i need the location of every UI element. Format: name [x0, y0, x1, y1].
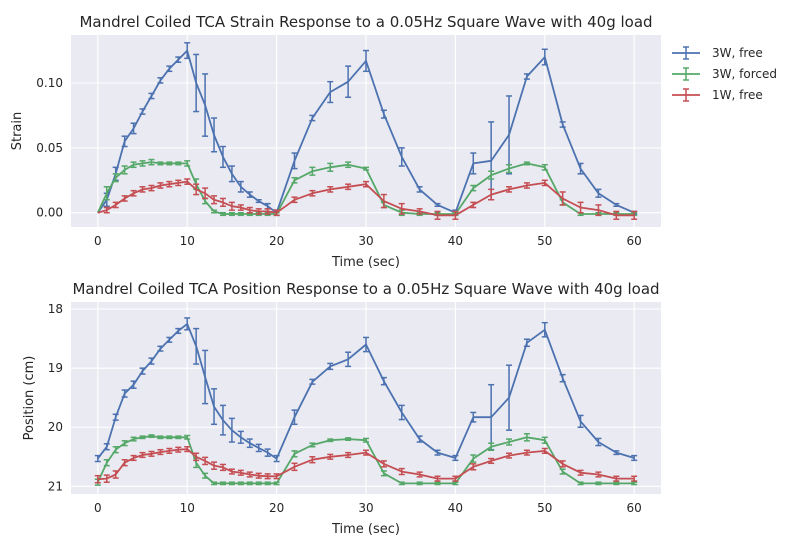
legend-label: 3W, forced — [712, 67, 777, 81]
strain-y-tick-label: 0.05 — [36, 141, 63, 155]
strain-chart-title: Mandrel Coiled TCA Strain Response to a … — [79, 13, 652, 31]
position-x-tick-label: 0 — [94, 501, 102, 515]
position-x-tick-label: 50 — [537, 501, 552, 515]
position-chart: 0 10 20 30 40 50 60 18 19 20 21 Mandrel Coiled TCA … — [22, 280, 661, 537]
position-x-tick-label: 30 — [358, 501, 373, 515]
position-x-tick-label: 60 — [627, 501, 642, 515]
strain-series-1w-free — [97, 178, 638, 220]
position-x-tick-label: 40 — [448, 501, 463, 515]
series-line — [97, 180, 635, 217]
series-line — [97, 448, 635, 481]
strain-y-tick-label: 0.00 — [36, 206, 63, 220]
legend-label: 1W, free — [712, 88, 763, 102]
series-line — [97, 322, 635, 460]
position-x-tick-label: 10 — [180, 501, 195, 515]
position-y-axis-label: Position (cm) — [22, 356, 37, 441]
legend: 3W, free 3W, forced 1W, free — [672, 46, 777, 102]
strain-x-tick-label: 40 — [448, 234, 463, 248]
position-y-tick-label: 20 — [48, 420, 63, 434]
strain-y-tick-label: 0.10 — [36, 76, 63, 90]
strain-x-tick-label: 10 — [180, 234, 195, 248]
strain-x-tick-label: 60 — [627, 234, 642, 248]
strain-chart: 0 10 20 30 40 50 60 0.00 0.05 0.10 Mandrel Coiled … — [10, 13, 661, 270]
position-x-axis-label: Time (sec) — [331, 522, 400, 537]
position-series-1w-free — [94, 445, 638, 484]
legend-item: 3W, free — [672, 46, 763, 60]
strain-x-axis-label: Time (sec) — [331, 255, 400, 270]
position-series-3w-forced — [94, 432, 638, 486]
position-y-tick-label: 19 — [48, 361, 63, 375]
position-y-tick-label: 18 — [48, 302, 63, 316]
strain-x-tick-label: 20 — [269, 234, 284, 248]
strain-x-tick-label: 0 — [94, 234, 102, 248]
legend-label: 3W, free — [712, 46, 763, 60]
legend-item: 3W, forced — [672, 67, 777, 81]
strain-x-tick-label: 50 — [537, 234, 552, 248]
strain-series-3w-free — [97, 42, 638, 217]
position-y-tick-label: 21 — [48, 479, 63, 493]
strain-y-axis-label: Strain — [10, 112, 25, 151]
position-x-tick-label: 20 — [269, 501, 284, 515]
position-chart-title: Mandrel Coiled TCA Position Response to … — [72, 280, 659, 298]
strain-x-tick-label: 30 — [358, 234, 373, 248]
legend-item: 1W, free — [672, 88, 763, 102]
position-series-3w-free — [94, 317, 638, 463]
series-line — [96, 435, 635, 485]
